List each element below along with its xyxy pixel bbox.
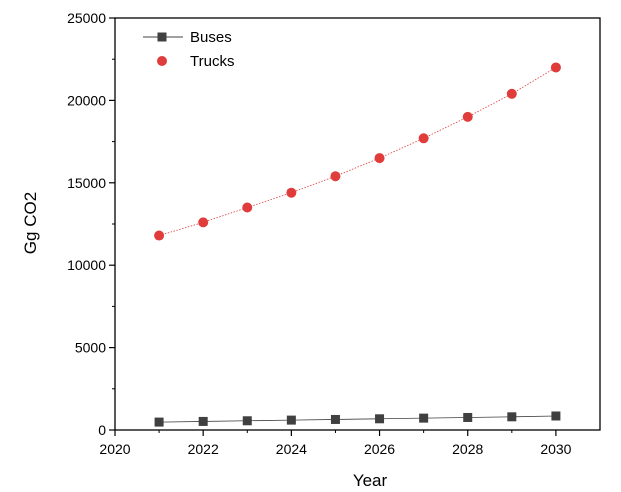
y-axis-title: Gg CO2 <box>21 192 40 254</box>
legend-label-buses: Buses <box>190 29 232 46</box>
data-point-buses <box>463 412 473 422</box>
legend-marker-trucks <box>157 56 167 66</box>
x-tick-label: 2024 <box>276 441 307 457</box>
data-point-trucks <box>418 133 429 144</box>
series-line-trucks <box>158 67 557 236</box>
x-axis: 2020 2022 2024 2026 2028 2030 <box>99 430 572 457</box>
x-tick-label: 2022 <box>188 441 219 457</box>
data-point-trucks <box>462 111 473 122</box>
series-layer <box>154 62 561 427</box>
data-point-trucks <box>198 217 209 228</box>
data-point-buses <box>154 417 164 427</box>
data-point-trucks <box>286 187 297 198</box>
y-axis: 0 5000 10000 15000 20000 25000 <box>67 10 115 438</box>
series-trucks <box>154 62 561 241</box>
series-line-buses <box>159 415 556 423</box>
y-tick-label: 5000 <box>75 340 106 356</box>
data-point-trucks <box>550 62 561 73</box>
data-point-buses <box>551 411 561 421</box>
legend-label-trucks: Trucks <box>190 53 234 70</box>
data-point-buses <box>330 414 340 424</box>
y-tick-label: 10000 <box>67 257 106 273</box>
x-tick-label: 2030 <box>540 441 571 457</box>
data-point-trucks <box>506 88 517 99</box>
data-point-buses <box>198 416 208 426</box>
series-buses <box>154 411 561 427</box>
data-point-trucks <box>330 171 341 182</box>
plot-frame <box>114 17 601 431</box>
data-point-trucks <box>154 230 165 241</box>
data-point-trucks <box>242 202 253 213</box>
y-tick-label: 25000 <box>67 10 106 26</box>
data-point-buses <box>286 415 296 425</box>
x-axis-title: Year <box>353 471 388 490</box>
data-point-trucks <box>374 153 385 164</box>
x-tick-label: 2026 <box>364 441 395 457</box>
plot-area <box>114 17 601 431</box>
legend-marker-buses <box>157 32 167 42</box>
x-tick-label: 2020 <box>99 441 130 457</box>
y-tick-label: 0 <box>98 422 106 438</box>
y-tick-label: 20000 <box>67 92 106 108</box>
y-tick-label: 15000 <box>67 175 106 191</box>
data-point-buses <box>507 412 517 422</box>
x-tick-label: 2028 <box>452 441 483 457</box>
legend: Buses Trucks <box>143 29 234 70</box>
data-point-buses <box>242 416 252 426</box>
data-point-buses <box>419 413 429 423</box>
data-point-buses <box>375 414 385 424</box>
